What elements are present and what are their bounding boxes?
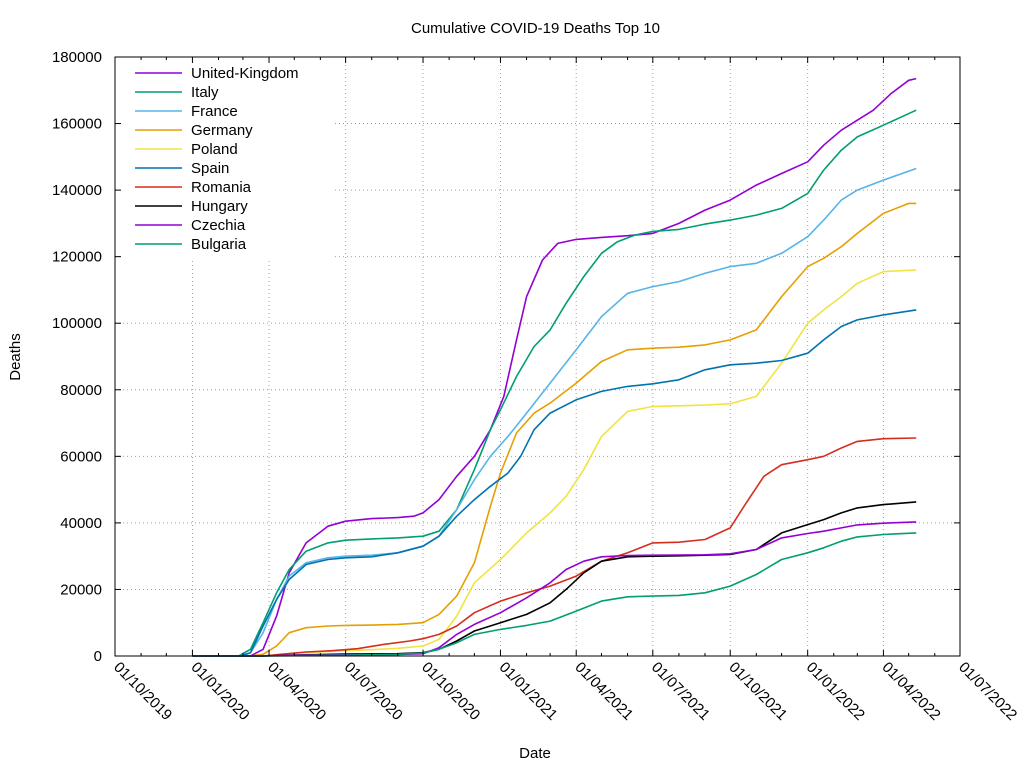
y-tick-label: 140000 xyxy=(52,182,102,199)
y-tick-label: 0 xyxy=(94,648,102,665)
legend: United-Kingdom Italy France Germany Poland Sp… xyxy=(135,65,299,253)
x-tick-label: 01/10/2021 xyxy=(725,659,790,724)
x-tick-label: 01/04/2021 xyxy=(571,659,636,724)
series-line-united-kingdom xyxy=(192,77,917,657)
series-line-france xyxy=(192,167,917,657)
x-tick-label: 01/01/2022 xyxy=(803,659,868,724)
x-tick-label: 01/04/2020 xyxy=(264,659,329,724)
x-tick-label: 01/07/2022 xyxy=(955,659,1020,724)
legend-label: United-Kingdom xyxy=(191,65,299,82)
series-line-italy xyxy=(192,109,917,657)
legend-label: Spain xyxy=(191,160,229,177)
chart-title: Cumulative COVID-19 Deaths Top 10 xyxy=(411,20,660,37)
y-tick-label: 120000 xyxy=(52,249,102,266)
legend-label: France xyxy=(191,103,238,120)
legend-label: Bulgaria xyxy=(191,236,247,253)
y-tick-label: 40000 xyxy=(60,515,102,532)
legend-label: Poland xyxy=(191,141,238,158)
x-tick-label: 01/07/2020 xyxy=(341,659,406,724)
series-line-romania xyxy=(192,437,917,657)
y-tick-label: 20000 xyxy=(60,581,102,598)
y-tick-label: 100000 xyxy=(52,315,102,332)
legend-label: Italy xyxy=(191,84,219,101)
legend-label: Germany xyxy=(191,122,253,139)
series-lines xyxy=(192,77,917,657)
x-axis-title: Date xyxy=(519,745,551,762)
y-tick-label: 160000 xyxy=(52,116,102,133)
y-tick-label: 80000 xyxy=(60,382,102,399)
series-line-germany xyxy=(192,202,917,657)
series-line-spain xyxy=(192,309,917,657)
legend-label: Romania xyxy=(191,179,252,196)
x-tick-label: 01/07/2021 xyxy=(648,659,713,724)
y-tick-label: 60000 xyxy=(60,448,102,465)
x-tick-label: 01/10/2020 xyxy=(418,659,483,724)
legend-label: Hungary xyxy=(191,198,248,215)
series-line-bulgaria xyxy=(192,532,917,657)
x-tick-label: 01/04/2022 xyxy=(879,659,944,724)
plot-frame xyxy=(114,56,961,657)
series-line-poland xyxy=(192,269,917,657)
x-tick-label: 01/10/2019 xyxy=(110,659,175,724)
x-tick-label: 01/01/2020 xyxy=(188,659,253,724)
y-axis-title: Deaths xyxy=(7,333,24,381)
x-tick-label: 01/01/2021 xyxy=(496,659,561,724)
legend-label: Czechia xyxy=(191,217,246,234)
y-tick-label: 180000 xyxy=(52,49,102,66)
